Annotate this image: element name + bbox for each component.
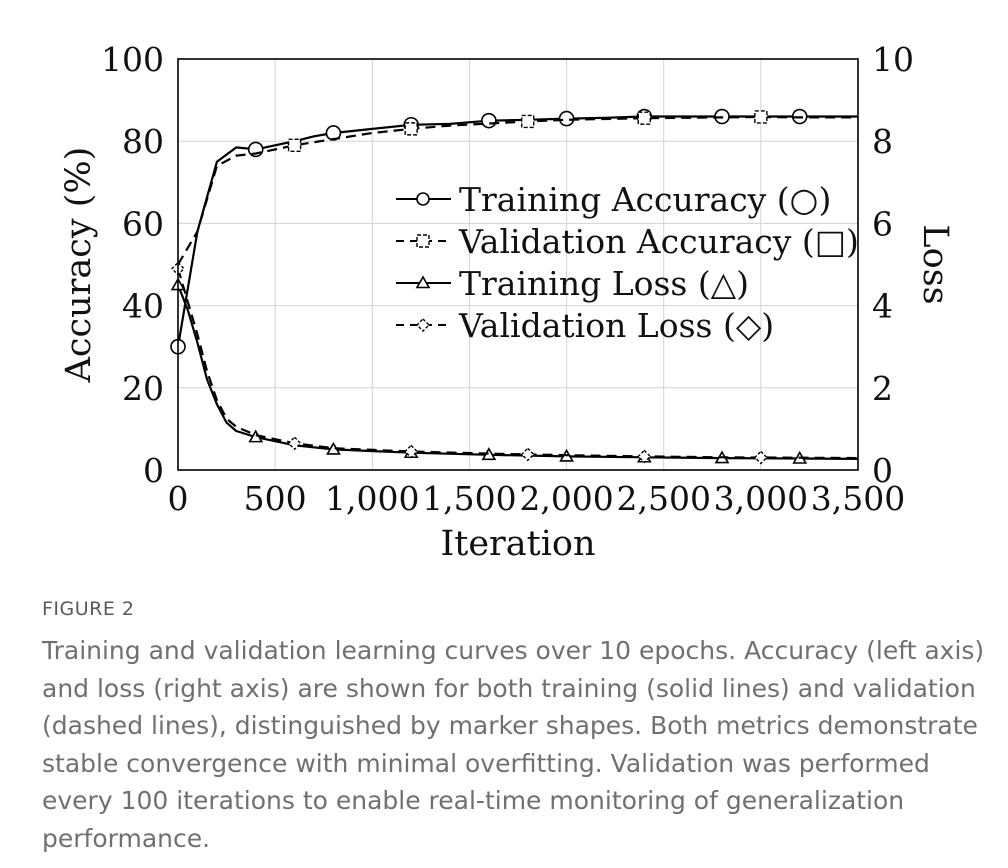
legend-label: Training Loss (△) [459,264,749,303]
series-line [177,115,858,266]
data-point-circle [416,192,430,206]
data-point-diamond [287,436,302,451]
data-point-diamond [416,318,430,332]
legend-entry: Validation Accuracy (□) [396,222,859,261]
legend-entry: Validation Loss (◇) [396,306,774,345]
y-left-tick-label: 80 [122,122,164,161]
legend-label: Validation Loss (◇) [458,306,774,345]
data-point-square [287,138,302,153]
y-right-tick-label: 0 [872,451,893,490]
data-point-triangle [415,275,431,289]
y-left-tick-label: 100 [101,40,164,79]
figure-caption: Training and validation learning curves … [42,636,985,853]
y-right-tick-label: 4 [872,287,893,326]
x-tick-label: 1,500 [422,479,516,518]
y-right-tick-label: 10 [872,40,914,79]
legend-label: Training Accuracy (○) [459,180,831,219]
data-point-diamond [637,449,652,464]
legend: Training Accuracy (○)Validation Accuracy… [396,180,859,345]
data-point-square [637,111,651,125]
y-left-tick-label: 0 [143,451,164,490]
data-point-diamond [753,450,768,465]
data-point-circle [558,110,575,127]
data-point-square [521,114,535,129]
x-tick-label: 3,000 [714,479,808,518]
data-point-square [404,122,418,136]
series-layer [170,108,859,465]
learning-curves-chart: 0 500 1,000 1,500 2,000 2,500 3,000 3,500020406… [59,40,955,564]
x-axis-label: Iteration [440,524,595,564]
y-left-tick-label: 20 [122,369,164,408]
y-axis-left-label: Accuracy (%) [59,147,99,384]
series-square [177,110,858,266]
legend-label: Validation Accuracy (□) [458,222,859,261]
x-tick-label: 0 [168,479,189,518]
plot-frame [177,58,859,471]
tick-labels: 0 500 1,000 1,500 2,000 2,500 3,000 3,500020406… [101,40,914,518]
figure-label: FIGURE 2 [42,598,135,620]
legend-entry: Training Loss (△) [396,264,749,303]
x-tick-label: 500 [244,479,307,518]
data-point-diamond [520,447,535,462]
data-point-diamond [404,444,419,459]
y-left-tick-label: 40 [122,287,164,326]
data-point-circle [481,112,497,129]
y-right-tick-label: 8 [872,122,893,161]
x-tick-label: 2,000 [519,479,613,518]
y-axis-right-label: Loss [915,224,955,304]
data-point-square [754,110,768,124]
x-tick-label: 1,000 [325,479,419,518]
x-tick-label: 3,500 [811,479,905,518]
data-point-square [416,234,430,248]
x-tick-label: 2,500 [616,479,710,518]
legend-entry: Training Accuracy (○) [396,180,831,219]
y-right-tick-label: 2 [872,369,893,408]
y-right-tick-label: 6 [872,204,893,243]
y-left-tick-label: 60 [122,204,164,243]
